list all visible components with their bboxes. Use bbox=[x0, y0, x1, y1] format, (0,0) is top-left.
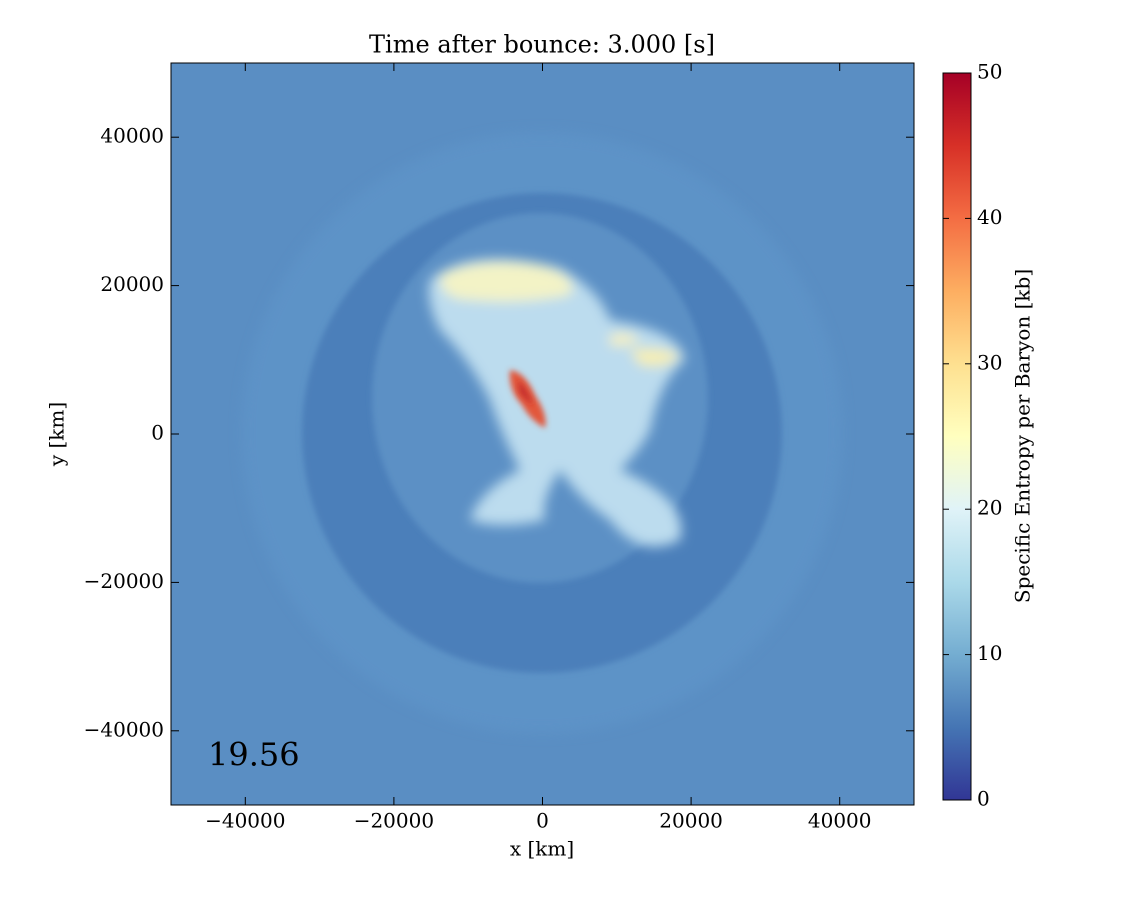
y-tick-label: 0 bbox=[151, 421, 164, 445]
y-axis-label: y [km] bbox=[45, 402, 69, 467]
x-tick-label: 0 bbox=[536, 809, 549, 833]
chart-title: Time after bounce: 3.000 [s] bbox=[369, 31, 715, 59]
entropy-image bbox=[171, 63, 914, 805]
y-tick-label: 20000 bbox=[100, 272, 164, 296]
colorbar-tick-label: 10 bbox=[977, 641, 1002, 665]
x-tick-label: 20000 bbox=[659, 809, 723, 833]
x-tick-label: −20000 bbox=[354, 809, 434, 833]
colorbar-tick-label: 30 bbox=[977, 350, 1002, 374]
y-tick-label: 40000 bbox=[100, 124, 164, 148]
colorbar-tick-label: 40 bbox=[977, 205, 1002, 229]
x-tick-label: 40000 bbox=[808, 809, 872, 833]
colorbar-tick-label: 20 bbox=[977, 496, 1002, 520]
colorbar bbox=[942, 72, 972, 801]
y-tick-label: −20000 bbox=[84, 569, 164, 593]
colorbar-tick-label: 50 bbox=[977, 60, 1002, 84]
colorbar-label: Specific Entropy per Baryon [kb] bbox=[1011, 269, 1035, 603]
colorbar-tick-label: 0 bbox=[977, 787, 990, 811]
y-tick-label: −40000 bbox=[84, 717, 164, 741]
x-tick-label: −40000 bbox=[205, 809, 285, 833]
x-axis-label: x [km] bbox=[510, 837, 574, 861]
annotation: 19.56 bbox=[208, 736, 300, 774]
